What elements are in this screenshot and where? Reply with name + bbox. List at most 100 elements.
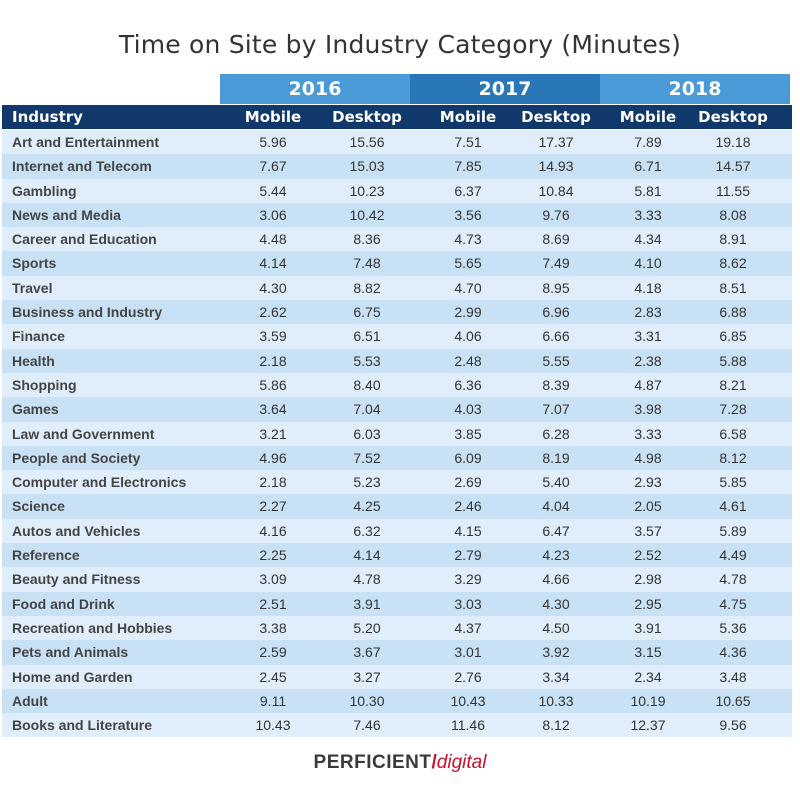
mobile-2018-cell: 4.10 xyxy=(634,255,662,272)
desktop-2018-cell: 5.36 xyxy=(719,619,747,636)
mobile-2016-cell: 7.67 xyxy=(259,158,287,175)
desktop-2018-cell: 6.85 xyxy=(719,328,747,345)
column-header-2018-mobile: Mobile xyxy=(619,108,677,126)
column-header-2016-desktop: Desktop xyxy=(332,108,402,126)
desktop-2018-cell: 10.65 xyxy=(715,692,751,709)
table-row: Career and Education 4.48 8.36 4.73 8.69 4.34… xyxy=(2,227,792,252)
desktop-2018-cell: 8.91 xyxy=(719,231,747,248)
desktop-2017-cell: 6.66 xyxy=(542,328,570,345)
mobile-2017-cell: 10.43 xyxy=(450,692,486,709)
desktop-2017-cell: 8.12 xyxy=(542,717,570,734)
mobile-2017-cell: 6.37 xyxy=(454,182,482,199)
industry-cell: Books and Literature xyxy=(12,717,153,734)
industry-cell: Gambling xyxy=(12,182,77,199)
industry-cell: Pets and Animals xyxy=(12,644,129,661)
mobile-2016-cell: 2.27 xyxy=(259,498,287,515)
mobile-2018-cell: 2.98 xyxy=(634,571,662,588)
table-row: Home and Garden 2.45 3.27 2.76 3.34 2.34 3.48 xyxy=(2,664,792,689)
desktop-2017-cell: 4.04 xyxy=(542,498,570,515)
desktop-2018-cell: 4.61 xyxy=(719,498,747,515)
perficient-digital-logo: PERFICIENT/digital xyxy=(0,752,800,774)
desktop-2018-cell: 5.89 xyxy=(719,522,747,539)
year-2017-header: 2017 xyxy=(410,74,600,104)
mobile-2018-cell: 3.31 xyxy=(634,328,662,345)
table-row: News and Media 3.06 10.42 3.56 9.76 3.33 8.08 xyxy=(2,202,792,228)
mobile-2018-cell: 2.34 xyxy=(634,668,662,685)
logo-slash: / xyxy=(431,752,437,773)
desktop-2017-cell: 10.33 xyxy=(538,692,574,709)
mobile-2016-cell: 5.96 xyxy=(259,134,287,150)
industry-cell: Sports xyxy=(12,255,57,272)
table-row: People and Society 4.96 7.52 6.09 8.19 4.98 8.… xyxy=(2,445,792,471)
mobile-2017-cell: 11.46 xyxy=(451,717,485,734)
mobile-2018-cell: 7.89 xyxy=(634,134,662,150)
desktop-2017-cell: 17.37 xyxy=(538,134,574,150)
desktop-2016-cell: 7.46 xyxy=(353,717,381,734)
mobile-2016-cell: 3.06 xyxy=(259,206,287,223)
industry-cell: Law and Government xyxy=(12,425,155,442)
table-row: Recreation and Hobbies 3.38 5.20 4.37 4.50 3.… xyxy=(2,615,792,641)
desktop-2016-cell: 7.04 xyxy=(353,401,381,418)
desktop-2016-cell: 6.51 xyxy=(353,328,381,345)
desktop-2017-cell: 8.39 xyxy=(542,376,570,393)
mobile-2018-cell: 3.15 xyxy=(634,644,662,661)
desktop-2018-cell: 11.55 xyxy=(716,182,750,199)
desktop-2016-cell: 8.36 xyxy=(353,231,381,248)
mobile-2016-cell: 3.59 xyxy=(259,328,287,345)
year-2018-header: 2018 xyxy=(600,74,790,104)
desktop-2016-cell: 3.27 xyxy=(353,668,381,685)
mobile-2016-cell: 3.21 xyxy=(259,425,287,442)
table-body: Art and Entertainment 5.96 15.56 7.51 17.37 7… xyxy=(2,130,792,738)
desktop-2017-cell: 3.92 xyxy=(542,644,570,661)
logo-text-digital: digital xyxy=(436,752,487,773)
mobile-2016-cell: 4.30 xyxy=(259,279,287,296)
table-row: Gambling 5.44 10.23 6.37 10.84 5.81 11.55 xyxy=(2,178,792,203)
mobile-2017-cell: 2.69 xyxy=(454,474,482,491)
desktop-2018-cell: 3.48 xyxy=(719,668,747,685)
mobile-2016-cell: 2.51 xyxy=(259,595,287,612)
column-header-industry: Industry xyxy=(12,108,83,126)
industry-cell: Beauty and Fitness xyxy=(12,571,141,588)
desktop-2017-cell: 8.19 xyxy=(542,449,570,466)
mobile-2016-cell: 2.18 xyxy=(259,352,287,369)
desktop-2018-cell: 14.57 xyxy=(715,158,751,175)
mobile-2017-cell: 4.73 xyxy=(454,231,482,248)
desktop-2017-cell: 4.66 xyxy=(542,571,570,588)
industry-cell: People and Society xyxy=(12,449,141,466)
mobile-2017-cell: 7.85 xyxy=(454,158,482,175)
year-header-row: 2016 2017 2018 xyxy=(220,74,790,104)
table-row: Health 2.18 5.53 2.48 5.55 2.38 5.88 xyxy=(2,348,792,373)
mobile-2017-cell: 4.37 xyxy=(454,619,482,636)
year-2016-header: 2016 xyxy=(220,74,410,104)
desktop-2017-cell: 8.69 xyxy=(542,231,570,248)
mobile-2017-cell: 3.29 xyxy=(454,571,482,588)
desktop-2016-cell: 5.20 xyxy=(353,619,381,636)
mobile-2018-cell: 3.57 xyxy=(634,522,662,539)
table-row: Travel 4.30 8.82 4.70 8.95 4.18 8.51 xyxy=(2,275,792,301)
desktop-2017-cell: 4.23 xyxy=(542,547,570,564)
industry-cell: Games xyxy=(12,401,59,418)
mobile-2018-cell: 3.98 xyxy=(634,401,662,418)
column-header-2017-desktop: Desktop xyxy=(521,108,591,126)
industry-cell: Computer and Electronics xyxy=(12,474,187,491)
table-row: Shopping 5.86 8.40 6.36 8.39 4.87 8.21 xyxy=(2,372,792,398)
desktop-2016-cell: 7.48 xyxy=(353,255,381,272)
mobile-2017-cell: 2.46 xyxy=(454,498,482,515)
mobile-2016-cell: 5.44 xyxy=(259,182,287,199)
mobile-2016-cell: 4.48 xyxy=(259,231,287,248)
mobile-2018-cell: 4.98 xyxy=(634,449,662,466)
industry-cell: Art and Entertainment xyxy=(12,134,160,150)
desktop-2016-cell: 4.78 xyxy=(353,571,381,588)
mobile-2018-cell: 2.05 xyxy=(634,498,662,515)
mobile-2017-cell: 3.56 xyxy=(454,206,482,223)
industry-cell: News and Media xyxy=(12,206,121,223)
column-header-2016-mobile: Mobile xyxy=(244,108,302,126)
mobile-2016-cell: 4.96 xyxy=(259,449,287,466)
desktop-2017-cell: 3.34 xyxy=(542,668,570,685)
mobile-2018-cell: 2.83 xyxy=(634,304,662,321)
mobile-2016-cell: 2.62 xyxy=(259,304,287,321)
table-row: Adult 9.11 10.30 10.43 10.33 10.19 10.65 xyxy=(2,688,792,714)
desktop-2018-cell: 8.21 xyxy=(719,376,747,393)
table-row: Internet and Telecom 7.67 15.03 7.85 14.93 6.… xyxy=(2,154,792,179)
desktop-2017-cell: 4.30 xyxy=(542,595,570,612)
